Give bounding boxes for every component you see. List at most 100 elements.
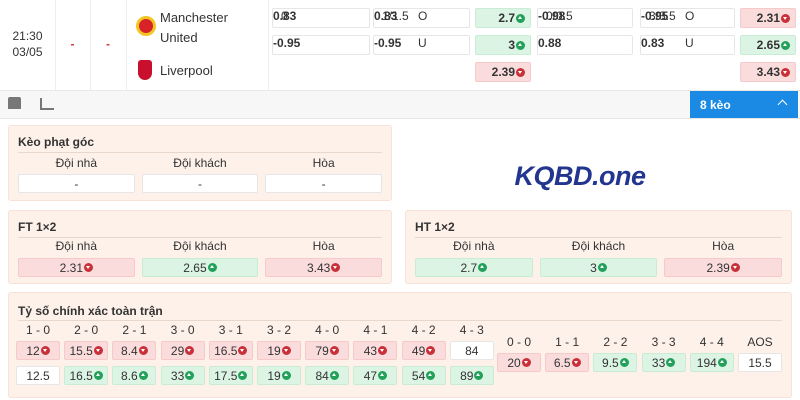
trend-icon <box>666 358 676 367</box>
trend-icon <box>138 371 148 380</box>
trend-icon <box>516 13 525 23</box>
score-odds: 15.5 <box>64 341 109 360</box>
trend-icon <box>281 371 291 380</box>
trend-icon <box>93 371 103 380</box>
odd-value: 3.43 <box>756 65 780 79</box>
score-odds: 194 <box>689 353 734 372</box>
odds-line: 1/1.5 <box>382 9 409 23</box>
odd-value: 2.65 <box>756 38 780 52</box>
odds-box: 3 <box>539 258 658 277</box>
odds-cell: U -0.95 <box>373 35 470 55</box>
odd-value: 16.5 <box>214 343 238 358</box>
odds-line: 0/0.5 <box>546 9 573 23</box>
trend-icon <box>281 346 291 355</box>
score-odds: 16.5 <box>208 341 253 360</box>
odd-value: 89 <box>460 368 474 383</box>
score-header: AOS <box>747 335 773 349</box>
odds-cell: 1/1.5 O 0.83 <box>373 8 470 28</box>
column-divider <box>126 0 127 90</box>
score-odds: 29 <box>160 341 205 360</box>
stats-icon <box>40 98 54 110</box>
column-header: Hòa <box>312 156 335 170</box>
odd-value: 84 <box>465 343 479 358</box>
column-divider <box>55 0 56 90</box>
trend-icon <box>474 371 484 380</box>
score-header: 3 - 1 <box>218 323 243 337</box>
odds-cell: 2.7 <box>475 8 531 28</box>
column-header: Hòa <box>712 239 735 253</box>
odds-cell: 2.65 <box>740 35 796 55</box>
trend-icon <box>40 346 50 355</box>
more-button[interactable]: 8 kèo <box>690 91 798 118</box>
column-divider <box>90 0 91 90</box>
odds-side: O <box>685 9 695 23</box>
trend-icon <box>426 346 436 355</box>
trend-icon <box>516 40 525 50</box>
column-header: Đội nhà <box>55 156 98 170</box>
away-logo <box>138 60 152 80</box>
trend-icon <box>597 263 607 272</box>
score-odds: 49 <box>401 341 446 360</box>
score-odds: 9.5 <box>593 353 638 372</box>
trend-icon <box>516 67 525 77</box>
odds-box: 3.43 <box>265 258 382 277</box>
odd-value: 8.4 <box>121 343 138 358</box>
trend-icon <box>521 358 531 367</box>
score-odds: 79 <box>305 341 350 360</box>
site-logo: KQBD.one <box>514 160 647 191</box>
odd-value: - <box>197 176 202 191</box>
odds-box: 2.65 <box>141 258 259 277</box>
odd-value: 3.43 <box>306 260 331 275</box>
odd-value: 8.6 <box>121 368 138 383</box>
odds-box: - <box>141 174 259 193</box>
odd-value: 84 <box>315 368 329 383</box>
odd-value: 19 <box>267 343 281 358</box>
odd-value: 12.5 <box>26 368 50 383</box>
shirt-icon <box>8 97 21 109</box>
trend-icon <box>238 371 248 380</box>
odd-value: -0.95 <box>374 36 402 50</box>
row-divider <box>0 90 800 91</box>
odd-value: 47 <box>363 368 378 383</box>
trend-icon <box>730 263 740 272</box>
home-team: Manchester United <box>160 10 228 45</box>
score-header: 2 - 1 <box>122 323 147 337</box>
score-odds: 43 <box>353 341 398 360</box>
odd-value: 2.31 <box>59 260 83 275</box>
odd-value: 43 <box>363 343 378 358</box>
trend-icon <box>185 346 195 355</box>
odds-cell: U 0.83 <box>640 35 735 55</box>
column-header: Đội nhà <box>453 239 495 253</box>
odd-value: 79 <box>315 343 329 358</box>
score-odds: 12.5 <box>16 366 60 385</box>
odd-value: 2.7 <box>498 11 515 25</box>
odd-value: 2.39 <box>706 260 730 275</box>
trend-icon <box>571 358 581 367</box>
button-label: 8 kèo <box>700 97 731 112</box>
panel-title: HT 1×2 <box>415 220 455 234</box>
score-header: 2 - 2 <box>603 335 628 349</box>
odds-box: - <box>18 174 135 193</box>
odd-value: 2.31 <box>756 11 780 25</box>
title-divider <box>18 320 782 321</box>
trend-icon <box>378 371 388 380</box>
score-header: 4 - 0 <box>315 323 340 337</box>
odds-cell: 3.43 <box>740 62 796 82</box>
trend-icon <box>781 40 790 50</box>
odd-value: 2.65 <box>183 260 207 275</box>
trend-icon <box>717 358 727 367</box>
score-header: 4 - 4 <box>699 335 724 349</box>
odd-value: 16.5 <box>69 368 93 383</box>
score-header: 2 - 0 <box>74 323 99 337</box>
toolbar <box>0 91 800 119</box>
score-odds: 12 <box>16 341 60 360</box>
odd-value: -0.95 <box>273 36 301 50</box>
score-header: 1 - 0 <box>25 323 50 337</box>
odd-value: 6.5 <box>553 355 571 370</box>
odd-value: -0.98 <box>538 9 566 23</box>
odds-side: U <box>418 36 427 50</box>
title-divider <box>18 237 382 238</box>
column-header: Hòa <box>312 239 335 253</box>
odd-value: 17.5 <box>214 368 238 383</box>
odd-value: 20 <box>507 355 521 370</box>
